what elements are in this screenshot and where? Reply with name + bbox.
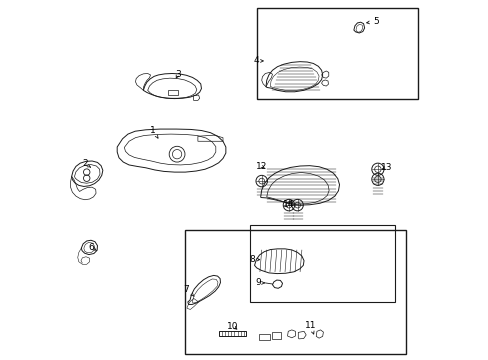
Bar <box>272 332 281 338</box>
Text: 4: 4 <box>253 57 263 66</box>
Bar <box>258 334 269 339</box>
Text: 6: 6 <box>88 243 97 252</box>
Text: 10: 10 <box>227 322 238 331</box>
Bar <box>257 8 418 99</box>
Text: 8: 8 <box>249 255 259 264</box>
Text: 5: 5 <box>366 17 379 26</box>
Text: 12: 12 <box>256 162 267 171</box>
Text: 2: 2 <box>82 159 90 168</box>
Text: 11: 11 <box>304 321 316 334</box>
Bar <box>185 230 405 354</box>
Text: 7: 7 <box>183 285 194 296</box>
Text: 9: 9 <box>255 278 264 287</box>
Text: 1: 1 <box>150 126 158 138</box>
Bar <box>249 225 394 302</box>
Text: 14: 14 <box>282 200 293 209</box>
Text: 3: 3 <box>175 70 181 79</box>
Text: 13: 13 <box>380 163 391 172</box>
